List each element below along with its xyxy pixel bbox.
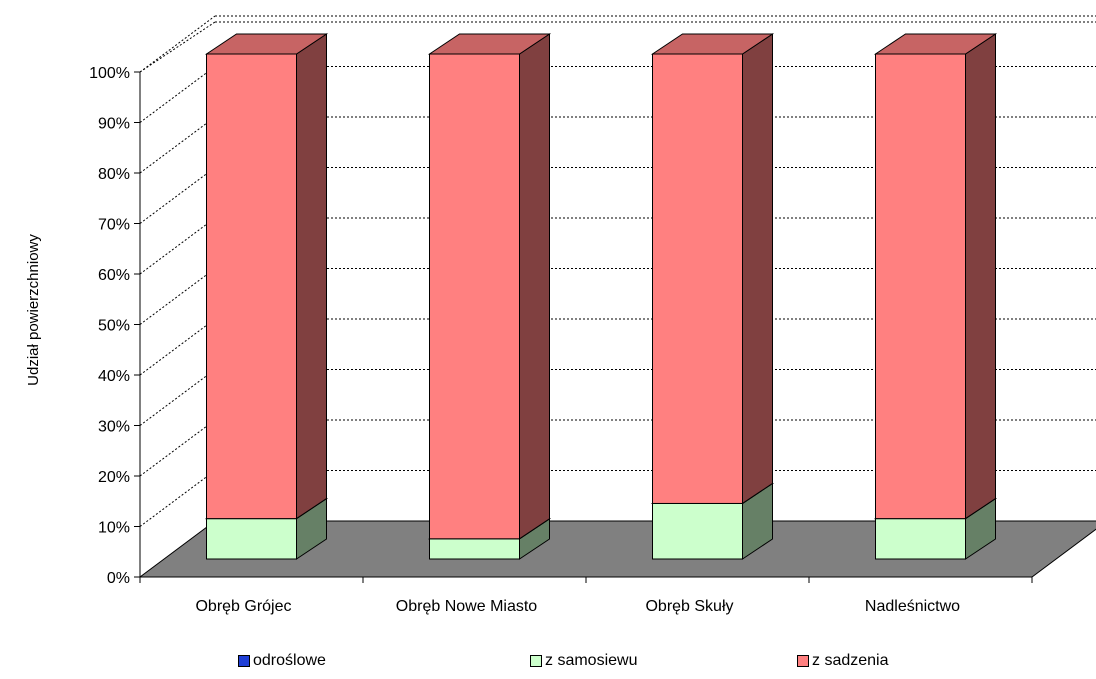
bar-front (875, 53, 966, 520)
gridline-diagonal (139, 419, 216, 477)
y-tick-label: 100% (89, 65, 130, 82)
bar-front (429, 538, 520, 560)
legend: odroślowe z samosiewu z sadzenia (0, 652, 1096, 676)
gridline-diagonal (139, 369, 216, 426)
legend-swatch (238, 655, 250, 667)
y-axis-title: Udział powierzchniowy (25, 234, 42, 386)
legend-label: z samosiewu (545, 652, 638, 669)
gridline-diagonal (139, 268, 216, 325)
bar-front (206, 53, 297, 520)
bar-front (652, 502, 743, 560)
gridline-diagonal (139, 15, 216, 73)
bar-top (650, 33, 775, 55)
bar-front (429, 53, 520, 540)
legend-swatch (530, 655, 542, 667)
x-tick-label: Obręb Grójec (195, 598, 291, 615)
y-tick-label: 20% (98, 469, 130, 486)
gridline-diagonal (139, 470, 216, 527)
y-tick-label: 90% (98, 116, 130, 133)
bar-side (296, 33, 327, 520)
bar-side (519, 33, 550, 540)
axes (134, 71, 1033, 583)
bar-2-2 (650, 33, 775, 505)
bar-side (742, 33, 773, 505)
bar-top (873, 33, 998, 55)
bar-2-3 (873, 33, 998, 520)
bar-2-0 (204, 33, 329, 520)
axis-labels: 0% 10% 20% 30% 40% 50% 60% 70% 80% 90% 100% Obręb G… (89, 65, 960, 615)
y-tick-label: 0% (107, 570, 130, 587)
gridline-diagonal (139, 318, 216, 376)
legend-item: z samosiewu (530, 652, 637, 670)
y-tick-label: 10% (98, 520, 130, 537)
bar-side (965, 33, 996, 520)
x-tick-label: Nadleśnictwo (865, 598, 960, 615)
gridline-diagonal-top (139, 21, 216, 73)
bar-front (206, 518, 297, 560)
y-tick-label: 30% (98, 419, 130, 436)
gridline-diagonal (139, 217, 216, 275)
bar-front (875, 518, 966, 560)
legend-item: z sadzenia (797, 652, 889, 670)
bar-front (652, 53, 743, 504)
gridline-diagonal (139, 66, 216, 123)
bars (204, 33, 998, 560)
bar-top (204, 33, 329, 55)
y-tick-label: 50% (98, 318, 130, 335)
bar-top (427, 33, 552, 55)
x-tick-label: Obręb Skuły (645, 598, 733, 615)
bar-2-1 (427, 33, 552, 540)
legend-label: z sadzenia (812, 652, 889, 669)
legend-label: odroślowe (253, 652, 326, 669)
y-tick-label: 80% (98, 166, 130, 183)
legend-item: odroślowe (238, 652, 326, 670)
legend-swatch (797, 655, 809, 667)
y-tick-label: 70% (98, 217, 130, 234)
gridline-diagonal (139, 167, 216, 224)
y-tick-label: 40% (98, 368, 130, 385)
gridline-diagonal (139, 116, 216, 174)
x-tick-label: Obręb Nowe Miasto (396, 598, 537, 615)
y-tick-label: 60% (98, 267, 130, 284)
